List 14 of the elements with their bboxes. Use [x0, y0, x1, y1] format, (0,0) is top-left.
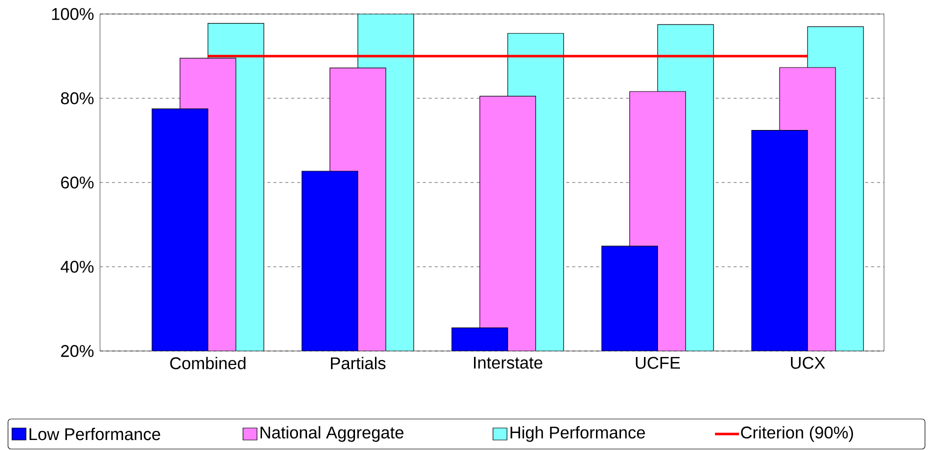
- y-tick-label: 40%: [60, 260, 94, 273]
- y-tick-label: 60%: [61, 176, 94, 188]
- x-tick-label: UCX: [790, 356, 826, 369]
- legend-label: Low Performance: [30, 428, 160, 440]
- legend-label: High Performance: [510, 426, 645, 442]
- x-tick-label: Partials: [331, 356, 386, 370]
- x-tick-label: UCFE: [636, 356, 680, 369]
- legend-label: National Aggregate: [260, 426, 404, 442]
- y-tick-label: 80%: [61, 92, 94, 104]
- x-tick-label: Interstate: [474, 356, 542, 369]
- y-tick-label: 20%: [61, 345, 94, 357]
- legend-label: Criterion (90%): [741, 426, 853, 442]
- y-tick-label: 100%: [52, 8, 94, 20]
- x-tick-label: Combined: [170, 356, 246, 370]
